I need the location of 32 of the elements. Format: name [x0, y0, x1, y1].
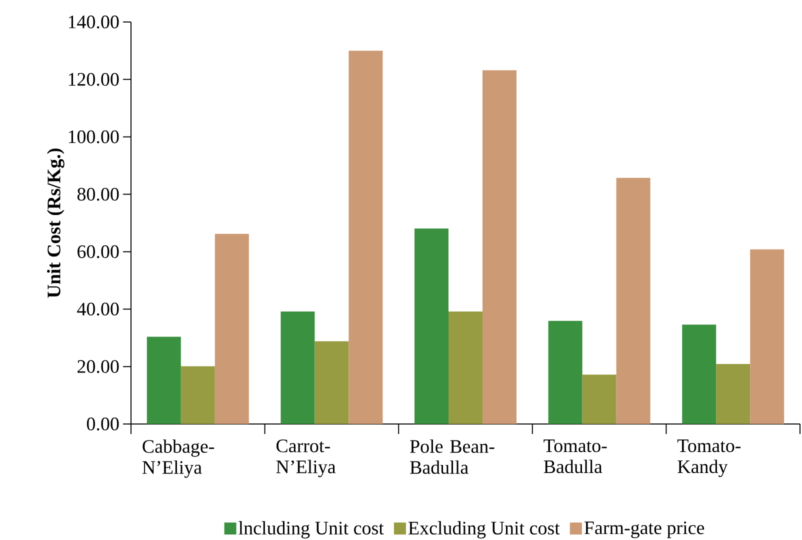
bar	[682, 324, 716, 424]
bar	[482, 70, 517, 424]
y-tick-label: 100.00	[68, 130, 119, 144]
y-tick-label: 0.00	[86, 418, 119, 430]
bar	[348, 50, 383, 424]
y-tick-label: 140.00	[68, 16, 119, 28]
bar	[548, 320, 582, 424]
bar	[750, 249, 784, 424]
legend-label: lncluding Unit cost	[238, 521, 384, 538]
y-tick-label: 40.00	[77, 302, 119, 316]
legend-label: Farm-gate price	[584, 521, 704, 538]
bar	[180, 366, 215, 424]
bar	[616, 178, 650, 424]
bar	[280, 311, 315, 424]
bar	[146, 336, 181, 424]
legend-label: Excluding Unit cost	[408, 521, 560, 538]
bar	[448, 311, 483, 424]
x-tick-label: Cabbage-N’Eliya	[142, 440, 214, 478]
x-tick-label: Pole Bean-Badulla	[410, 440, 494, 474]
y-tick-label: 120.00	[68, 72, 119, 86]
bar	[314, 341, 349, 424]
bar	[414, 228, 449, 424]
x-tick-label: Carrot-N’Eliya	[276, 440, 336, 478]
bar	[214, 234, 249, 424]
x-tick-label: Tomato-Badulla	[544, 440, 607, 474]
y-tick-label: 20.00	[78, 360, 119, 374]
bar	[716, 364, 750, 424]
bar	[582, 374, 616, 424]
y-tick-label: 80.00	[77, 188, 119, 201]
y-tick-label: 60.00	[78, 245, 119, 258]
y-axis-title: Unit Cost (Rs/Kg.)	[47, 148, 64, 298]
x-tick-label: Tomato-Kandy	[677, 440, 741, 478]
